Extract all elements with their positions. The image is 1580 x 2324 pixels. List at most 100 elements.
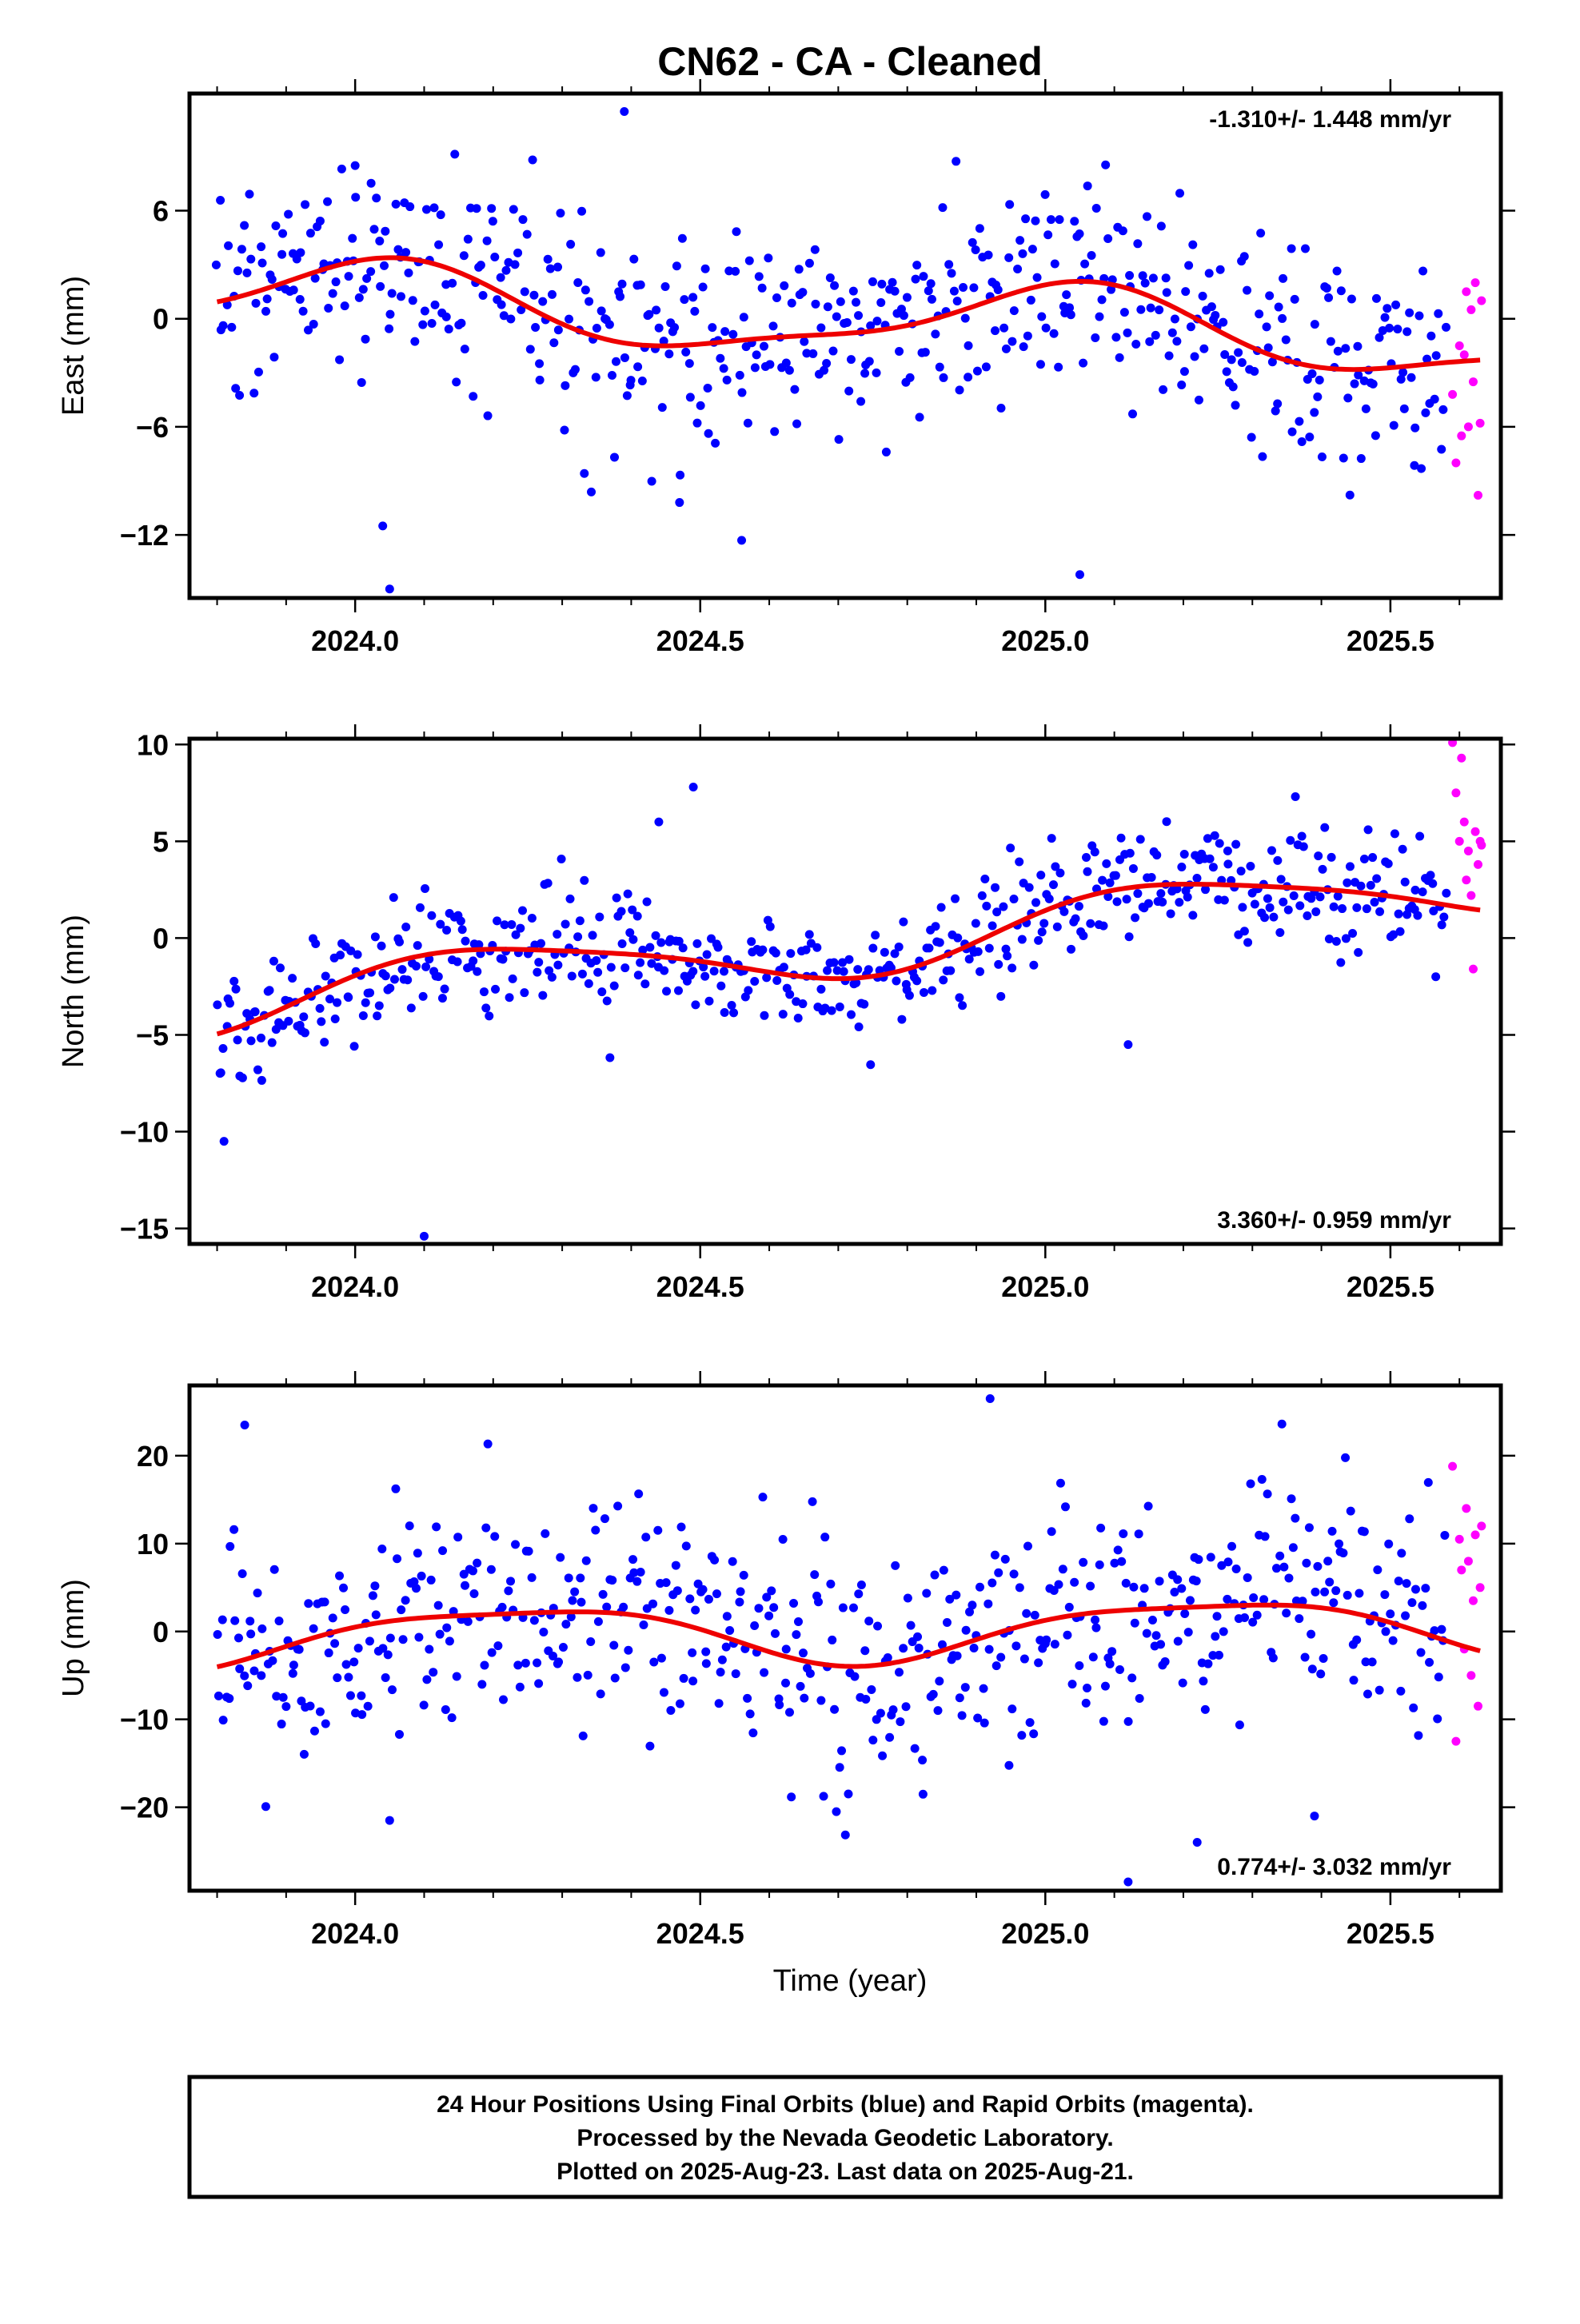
- up-final-point: [1275, 1551, 1285, 1561]
- north-final-point: [617, 939, 627, 948]
- east-final-point: [722, 375, 732, 385]
- east-final-point: [1015, 236, 1025, 245]
- north-final-point: [533, 967, 542, 977]
- east-final-point: [737, 388, 747, 397]
- east-final-point: [261, 306, 271, 316]
- up-final-point: [529, 1616, 539, 1625]
- up-final-point: [1343, 1590, 1352, 1600]
- east-final-point: [372, 193, 381, 203]
- up-final-point: [419, 1700, 429, 1710]
- east-final-point: [1258, 452, 1267, 461]
- north-final-point: [647, 959, 656, 968]
- up-final-point: [1320, 1587, 1330, 1597]
- north-final-point: [577, 969, 587, 979]
- east-final-point: [1368, 379, 1378, 389]
- east-final-point: [1146, 303, 1155, 313]
- up-final-point: [1291, 1513, 1300, 1523]
- north-final-point: [1286, 835, 1295, 845]
- up-rapid-point: [1451, 1736, 1461, 1746]
- north-final-point: [1039, 919, 1049, 928]
- up-final-point: [521, 1658, 530, 1668]
- up-final-point: [1268, 1653, 1278, 1663]
- up-final-point: [1054, 1580, 1063, 1589]
- east-final-point: [716, 353, 725, 363]
- east-final-point: [581, 285, 590, 295]
- north-final-point: [269, 956, 278, 966]
- north-final-point: [977, 891, 987, 900]
- up-final-point: [1295, 1614, 1304, 1624]
- north-final-point: [453, 957, 462, 967]
- east-rapid-point: [1466, 305, 1476, 314]
- east-final-point: [379, 261, 389, 270]
- east-rate-label: -1.310+/- 1.448 mm/yr: [1209, 106, 1451, 133]
- up-final-point: [939, 1565, 948, 1575]
- north-final-point: [727, 1000, 736, 1010]
- north-final-point: [628, 905, 637, 915]
- up-final-point: [1206, 1553, 1215, 1562]
- north-final-point: [246, 1036, 256, 1046]
- east-final-point: [790, 385, 800, 394]
- east-final-point: [457, 318, 466, 328]
- east-final-point: [684, 359, 694, 369]
- up-final-point: [1313, 1561, 1323, 1571]
- up-final-point: [445, 1636, 454, 1646]
- east-final-point: [242, 268, 252, 277]
- up-final-point: [1022, 1608, 1031, 1618]
- up-final-point: [1434, 1672, 1443, 1682]
- up-final-point: [619, 1602, 628, 1612]
- up-final-point: [691, 1605, 700, 1615]
- north-final-point: [473, 967, 482, 976]
- up-final-point: [309, 1624, 318, 1633]
- east-final-point: [441, 312, 451, 321]
- north-final-point: [772, 975, 782, 985]
- up-final-point: [233, 1633, 243, 1643]
- east-final-point: [1442, 322, 1451, 332]
- north-final-point: [320, 1038, 329, 1047]
- east-final-point: [644, 309, 654, 319]
- north-final-point: [421, 962, 431, 971]
- east-final-point: [253, 367, 263, 377]
- east-final-point: [676, 470, 685, 480]
- up-final-point: [672, 1586, 682, 1596]
- east-final-point: [670, 323, 680, 333]
- up-final-point: [576, 1573, 585, 1583]
- east-final-point: [872, 317, 882, 326]
- north-final-point: [1133, 889, 1143, 899]
- east-final-point: [487, 204, 497, 213]
- up-final-point: [240, 1420, 249, 1429]
- east-final-point: [1396, 374, 1406, 384]
- east-final-point: [1199, 344, 1209, 353]
- up-final-point: [1130, 1618, 1139, 1628]
- east-final-point: [1393, 325, 1402, 334]
- up-final-point: [278, 1692, 288, 1702]
- east-final-point: [1032, 273, 1042, 282]
- east-final-point: [490, 252, 500, 261]
- footer-box: [187, 2075, 1503, 2199]
- up-final-point: [639, 1620, 648, 1629]
- north-final-point: [812, 943, 822, 952]
- east-final-point: [604, 320, 614, 329]
- up-final-point: [381, 1672, 390, 1682]
- up-final-point: [600, 1514, 609, 1524]
- east-final-point: [1087, 251, 1096, 261]
- east-final-point: [737, 536, 747, 545]
- north-final-point: [1017, 935, 1027, 944]
- up-final-point: [878, 1751, 888, 1760]
- up-final-point: [704, 1594, 713, 1604]
- up-final-point: [710, 1555, 720, 1565]
- north-x-tick-label: 2025.0: [1001, 1270, 1089, 1303]
- north-final-point: [645, 943, 655, 952]
- north-final-point: [716, 981, 726, 991]
- up-final-point: [754, 1604, 764, 1613]
- up-final-point: [235, 1664, 245, 1673]
- east-final-point: [991, 326, 1000, 336]
- north-final-point: [632, 911, 642, 921]
- up-final-point: [1113, 1545, 1123, 1555]
- up-final-point: [899, 1644, 908, 1653]
- up-final-point: [341, 1660, 351, 1669]
- north-final-point: [284, 1016, 293, 1026]
- up-final-point: [1067, 1680, 1077, 1689]
- up-rapid-point: [1474, 1701, 1483, 1711]
- up-final-point: [608, 1576, 617, 1585]
- east-final-point: [964, 341, 973, 350]
